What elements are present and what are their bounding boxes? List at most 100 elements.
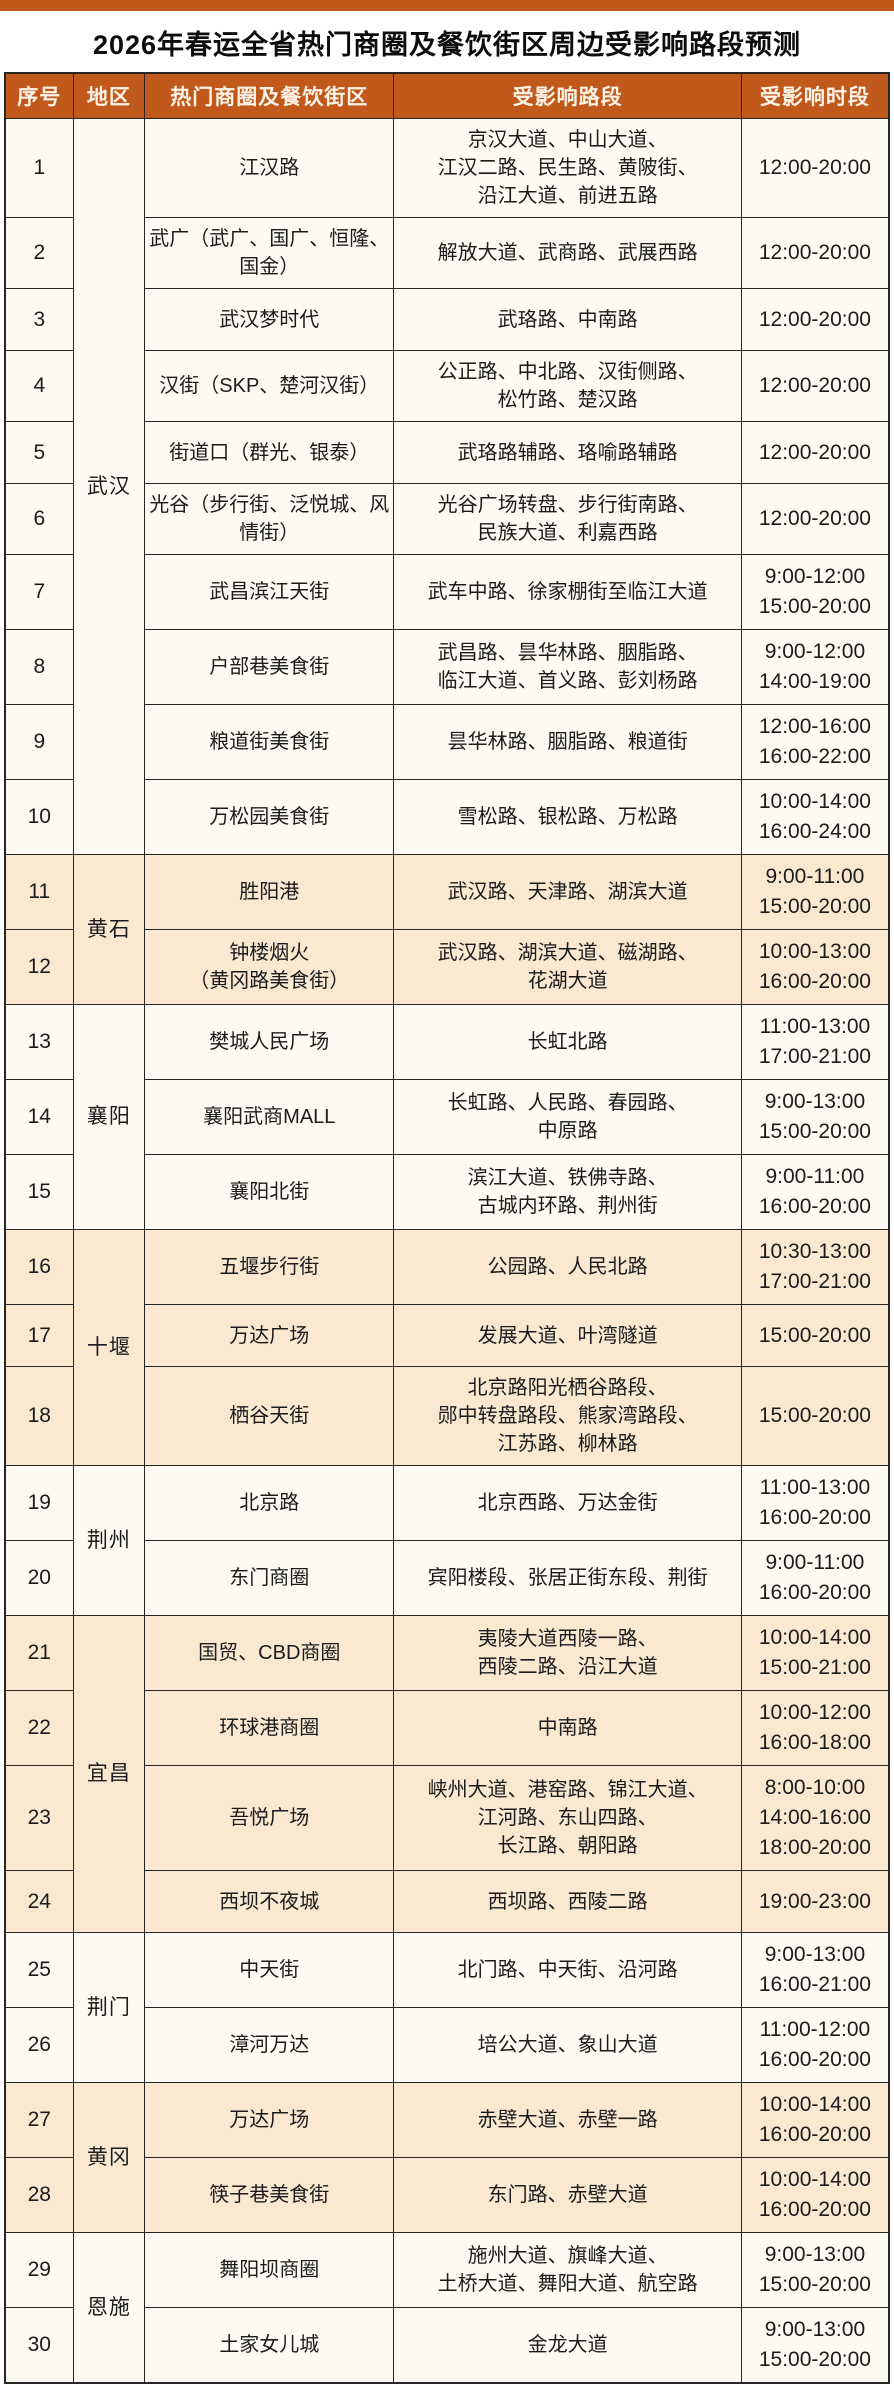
time-range: 9:00-13:00 [764, 2318, 866, 2341]
business-district-cell: 万达广场 [144, 1304, 395, 1367]
business-district-cell: 江汉路 [144, 118, 395, 218]
affected-roads-cell: 昙华林路、胭脂路、粮道街 [393, 704, 742, 780]
affected-times-cell: 9:00-13:00 15:00-20:00 [740, 2307, 890, 2384]
row-number: 15 [4, 1154, 74, 1230]
table-row: 5 街道口（群光、银泰） 武珞路辅路、珞喻路辅路 12:00-20:00 [4, 421, 890, 484]
affected-times-cell: 12:00-20:00 [740, 118, 890, 218]
column-header-index: 序号 [4, 72, 74, 119]
affected-roads-cell: 长虹北路 [393, 1004, 742, 1080]
row-number: 6 [4, 483, 74, 555]
business-district-cell: 武昌滨江天街 [144, 554, 395, 630]
time-range: 15:00-20:00 [758, 595, 871, 618]
table-row: 3 武汉梦时代 武珞路、中南路 12:00-20:00 [4, 288, 890, 351]
business-district-cell: 万松园美食街 [144, 779, 395, 855]
row-number: 1 [4, 118, 74, 218]
time-range: 11:00-13:00 [759, 1015, 871, 1038]
affected-roads-cell: 金龙大道 [393, 2307, 742, 2384]
time-range: 12:00-20:00 [758, 440, 871, 464]
business-district-cell: 钟楼烟火 （黄冈路美食街） [144, 929, 395, 1005]
affected-times-cell: 10:00-14:00 16:00-20:00 [740, 2157, 890, 2233]
time-range: 10:00-14:00 [758, 2168, 871, 2191]
business-district-cell: 光谷（步行街、泛悦城、风情街） [144, 483, 395, 555]
affected-roads-cell: 长虹路、人民路、春园路、 中原路 [393, 1079, 742, 1155]
affected-roads-cell: 光谷广场转盘、步行街南路、 民族大道、利嘉西路 [393, 483, 742, 555]
business-district-cell: 武广（武广、国广、恒隆、国金） [144, 217, 395, 289]
row-number: 8 [4, 629, 74, 705]
time-range: 9:00-11:00 [765, 865, 865, 888]
time-range: 16:00-20:00 [758, 2048, 871, 2071]
affected-roads-cell: 武珞路、中南路 [393, 288, 742, 351]
business-district-cell: 户部巷美食街 [144, 629, 395, 705]
time-range: 15:00-20:00 [758, 2348, 871, 2371]
business-district-cell: 西坝不夜城 [144, 1870, 395, 1933]
row-number: 28 [4, 2157, 74, 2233]
time-range: 19:00-23:00 [758, 1889, 871, 1913]
time-range: 12:00-20:00 [758, 307, 871, 331]
affected-times-cell: 9:00-13:00 15:00-20:00 [740, 2232, 890, 2308]
row-number: 21 [4, 1615, 74, 1691]
table-row: 1 武汉 江汉路 京汉大道、中山大道、 江汉二路、民生路、黄陂街、 沿江大道、前进五路… [4, 118, 890, 855]
business-district-cell: 栖谷天街 [144, 1366, 395, 1466]
row-number: 11 [4, 854, 74, 930]
time-range: 15:00-20:00 [758, 2273, 871, 2296]
business-district-cell: 粮道街美食街 [144, 704, 395, 780]
row-number: 25 [4, 1932, 74, 2008]
affected-roads-cell: 赤壁大道、赤壁一路 [393, 2082, 742, 2158]
time-range: 16:00-20:00 [758, 2123, 871, 2146]
table-row: 21 宜昌 国贸、CBD商圈 夷陵大道西陵一路、 西陵二路、沿江大道 10:00-14:… [4, 1615, 890, 1933]
affected-roads-cell: 东门路、赤壁大道 [393, 2157, 742, 2233]
business-district-cell: 国贸、CBD商圈 [144, 1615, 395, 1691]
affected-times-cell: 10:00-14:00 16:00-20:00 [740, 2082, 890, 2158]
row-number: 12 [4, 929, 74, 1005]
time-range: 17:00-21:00 [758, 1270, 871, 1293]
forecast-table: 序号 地区 热门商圈及餐饮街区 受影响路段 受影响时段 1 武汉 江汉路 京汉大道、中… [4, 72, 890, 2384]
time-range: 16:00-24:00 [758, 820, 871, 843]
table-row: 16 十堰 五堰步行街 公园路、人民北路 10:30-13:00 17:00-21:00 [4, 1229, 890, 1466]
business-district-cell: 漳河万达 [144, 2007, 395, 2083]
time-range: 12:00-16:00 [758, 715, 871, 738]
table-row: 25 荆门 中天街 北门路、中天街、沿河路 9:00-13:00 16:00-21:00 [4, 1932, 890, 2083]
region-cell: 黄石 [72, 854, 146, 1005]
business-district-cell: 五堰步行街 [144, 1229, 395, 1305]
time-range: 16:00-20:00 [758, 2198, 871, 2221]
row-number: 30 [4, 2307, 74, 2384]
row-number: 20 [4, 1540, 74, 1616]
time-range: 15:00-20:00 [758, 1120, 871, 1143]
time-range: 10:00-14:00 [758, 2093, 871, 2116]
row-number: 23 [4, 1765, 74, 1871]
affected-times-cell: 11:00-12:00 16:00-20:00 [740, 2007, 890, 2083]
time-range: 14:00-19:00 [758, 670, 871, 693]
row-number: 29 [4, 2232, 74, 2308]
row-number: 7 [4, 554, 74, 630]
region-cell: 黄冈 [72, 2082, 146, 2233]
business-district-cell: 中天街 [144, 1932, 395, 2008]
time-range: 10:00-13:00 [758, 940, 871, 963]
region-cell: 荆州 [72, 1465, 146, 1616]
time-range: 16:00-20:00 [758, 970, 871, 993]
column-header-times: 受影响时段 [740, 72, 890, 119]
affected-roads-cell: 雪松路、银松路、万松路 [393, 779, 742, 855]
row-number: 24 [4, 1870, 74, 1933]
affected-times-cell: 15:00-20:00 [740, 1304, 890, 1367]
affected-roads-cell: 发展大道、叶湾隧道 [393, 1304, 742, 1367]
table-row: 8 户部巷美食街 武昌路、昙华林路、胭脂路、 临江大道、首义路、彭刘杨路 9:00-1… [4, 629, 890, 705]
table-header-row: 序号 地区 热门商圈及餐饮街区 受影响路段 受影响时段 [4, 72, 890, 119]
column-header-region: 地区 [72, 72, 146, 119]
table-row: 22 环球港商圈 中南路 10:00-12:00 16:00-18:00 [4, 1690, 890, 1766]
table-row: 12 钟楼烟火 （黄冈路美食街） 武汉路、湖滨大道、磁湖路、 花湖大道 10:00-1… [4, 929, 890, 1005]
affected-roads-cell: 北门路、中天街、沿河路 [393, 1932, 742, 2008]
affected-times-cell: 19:00-23:00 [740, 1870, 890, 1933]
time-range: 10:00-14:00 [758, 1626, 871, 1649]
affected-times-cell: 10:30-13:00 17:00-21:00 [740, 1229, 890, 1305]
affected-roads-cell: 宾阳楼段、张居正街东段、荆街 [393, 1540, 742, 1616]
affected-times-cell: 15:00-20:00 [740, 1366, 890, 1466]
row-number: 10 [4, 779, 74, 855]
table-row: 2 武广（武广、国广、恒隆、国金） 解放大道、武商路、武展西路 12:00-20:00 [4, 217, 890, 289]
time-range: 17:00-21:00 [758, 1045, 871, 1068]
affected-roads-cell: 峡州大道、港窑路、锦江大道、 江河路、东山四路、 长江路、朝阳路 [393, 1765, 742, 1871]
row-number: 14 [4, 1079, 74, 1155]
column-header-area: 热门商圈及餐饮街区 [144, 72, 395, 119]
affected-roads-cell: 公园路、人民北路 [393, 1229, 742, 1305]
time-range: 8:00-10:00 [764, 1776, 866, 1799]
region-cell: 宜昌 [72, 1615, 146, 1933]
